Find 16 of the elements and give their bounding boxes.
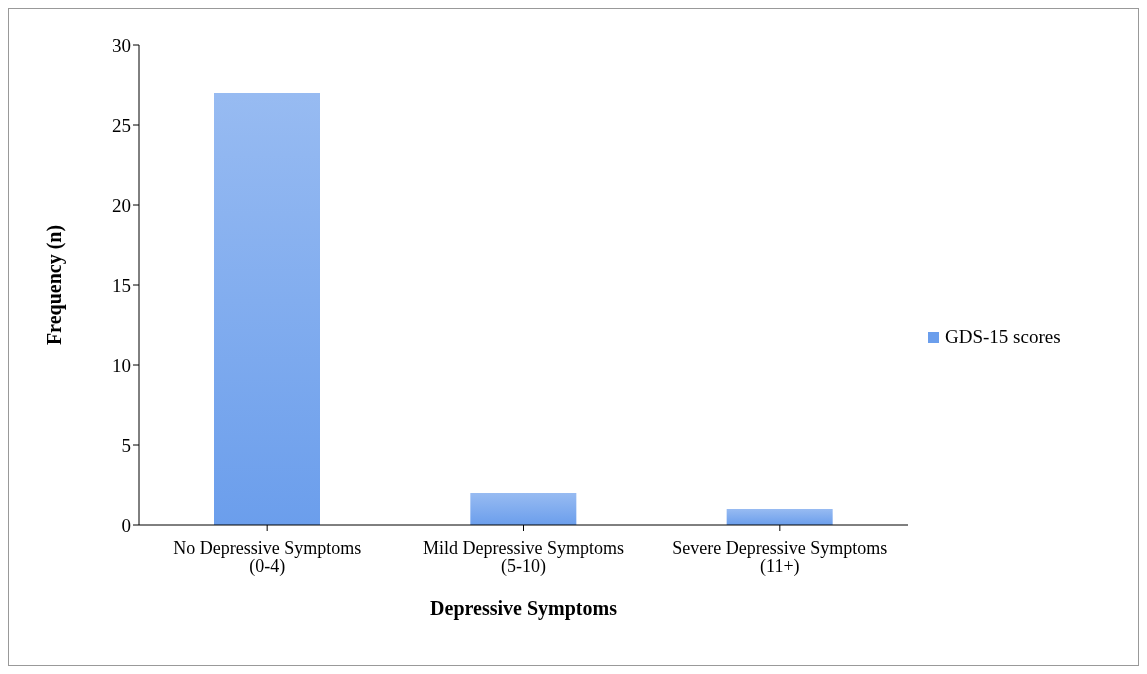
bar [726, 509, 833, 525]
y-tick-label: 10 [112, 354, 131, 376]
x-tick-label: No Depressive Symptoms (0-4) [173, 537, 362, 577]
x-axis-title: Depressive Symptoms [430, 597, 618, 620]
x-tick-label: Mild Depressive Symptoms (5-10) [423, 537, 624, 577]
y-tick-label: 30 [112, 34, 131, 56]
y-tick-label: 25 [112, 114, 131, 136]
y-tick-label: 0 [121, 514, 131, 536]
legend-label: GDS-15 scores [945, 326, 1061, 348]
x-tick-label: Severe Depressive Symptoms (11+) [672, 537, 888, 577]
y-axis-title: Frequency (n) [43, 224, 67, 346]
bar [470, 493, 577, 525]
bar [214, 93, 320, 525]
y-tick-label: 20 [112, 194, 131, 216]
y-tick-label: 5 [121, 434, 131, 456]
y-tick-label: 15 [112, 274, 131, 296]
